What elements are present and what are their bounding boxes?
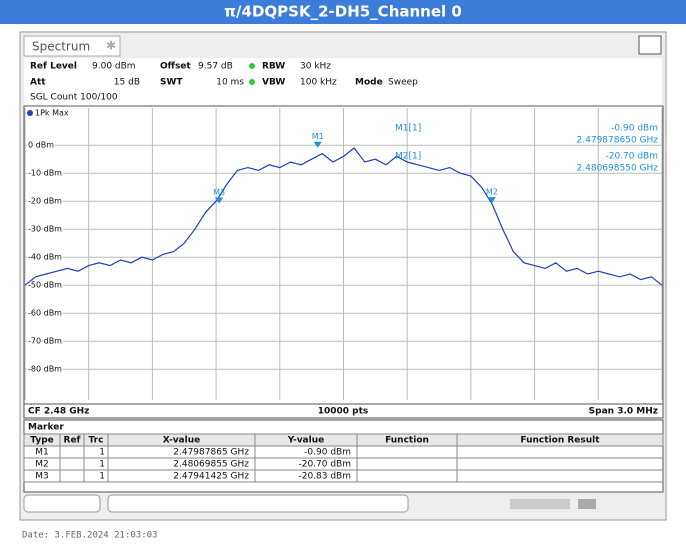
tab-label: Spectrum — [32, 40, 90, 54]
label: Att — [30, 78, 46, 88]
column-header: Type — [30, 436, 53, 446]
readout-label: M2[1] — [395, 152, 421, 162]
value: 10 ms — [216, 78, 244, 88]
readout-value: -20.70 dBm — [605, 152, 658, 162]
marker-table — [23, 419, 664, 493]
value: 9.57 dB — [198, 62, 233, 72]
value: 9.00 dBm — [92, 62, 136, 72]
readout-freq: 2.479878650 GHz — [577, 136, 659, 146]
cell: 2.48069855 GHz — [173, 460, 249, 470]
cell: -0.90 dBm — [304, 448, 351, 458]
y-tick-label: -60 dBm — [28, 309, 62, 318]
column-header: X-value — [163, 436, 200, 446]
cf: CF 2.48 GHz — [28, 407, 89, 417]
cell: 2.47941425 GHz — [173, 472, 249, 482]
trace — [24, 147, 663, 286]
y-tick-label: -40 dBm — [28, 253, 62, 262]
trace-dot — [27, 110, 33, 116]
title-bar — [0, 0, 686, 24]
marker-label: M1 — [312, 132, 324, 141]
y-tick-label: -10 dBm — [28, 169, 62, 178]
cell: M3 — [35, 472, 49, 482]
dot — [249, 79, 255, 85]
marker-label: M3 — [213, 188, 225, 197]
y-tick-label: -20 dBm — [28, 197, 62, 206]
y-tick-label: 0 dBm — [28, 141, 54, 150]
marker — [215, 197, 224, 204]
readout-freq: 2.480698550 GHz — [577, 164, 659, 174]
tab[interactable] — [23, 35, 121, 57]
y-tick-label: -70 dBm — [28, 337, 62, 346]
status-indicator — [510, 499, 570, 509]
label: RBW — [262, 62, 285, 72]
marker-label: M2 — [486, 188, 498, 197]
label: SWT — [160, 78, 183, 88]
settings: Ref Level 9.00 dBm Offset 9.57 dB RBW 30… — [30, 62, 418, 103]
settings-panel — [24, 58, 662, 106]
marker — [313, 141, 322, 148]
label: Mode — [355, 78, 383, 88]
label: Ref Level — [30, 62, 77, 72]
value: 15 dB — [114, 78, 140, 88]
softkey[interactable] — [107, 494, 409, 513]
value: Sweep — [388, 78, 418, 88]
value: 30 kHz — [300, 62, 331, 72]
pin-icon: ✱ — [106, 39, 116, 53]
readout-label: M1[1] — [395, 124, 421, 134]
status-bar — [23, 403, 664, 419]
dot — [249, 63, 255, 69]
cell: M2 — [35, 460, 49, 470]
column-header: Function Result — [520, 436, 600, 446]
points: 10000 pts — [318, 407, 369, 417]
table: Type Ref Trc X-value Y-value Function Function… — [23, 433, 664, 483]
plot: 0 dBm -10 dBm -20 dBm -30 dBm -40 dBm -50 dBm… — [24, 108, 663, 400]
cell: 2.47987865 GHz — [173, 448, 249, 458]
cell: 1 — [99, 472, 105, 482]
sgl-count: SGL Count 100/100 — [30, 93, 118, 103]
column-header: Function — [385, 436, 429, 446]
y-tick-label: -80 dBm — [28, 365, 62, 374]
label: Offset — [160, 62, 191, 72]
y-tick-label: -50 dBm — [28, 281, 62, 290]
cell: 1 — [99, 448, 105, 458]
y-tick-label: -30 dBm — [28, 225, 62, 234]
title: π/4DQPSK_2-DH5_Channel 0 — [224, 3, 462, 21]
cell: -20.83 dBm — [298, 472, 351, 482]
marker — [487, 197, 496, 204]
cell: M1 — [35, 448, 49, 458]
softkey[interactable] — [23, 494, 101, 513]
column-header: Trc — [89, 436, 104, 446]
column-header: Y-value — [287, 436, 324, 446]
column-header: Ref — [64, 436, 81, 446]
icon[interactable] — [638, 35, 662, 55]
readout-value: -0.90 dBm — [611, 124, 658, 134]
trace-label: 1Pk Max — [35, 109, 69, 118]
cell: 1 — [99, 460, 105, 470]
span: Span 3.0 MHz — [589, 407, 658, 417]
status-indicator — [578, 499, 596, 509]
table-title: Marker — [28, 423, 64, 433]
date: Date: 3.FEB.2024 21:03:03 — [22, 531, 157, 541]
value: 100 kHz — [300, 78, 337, 88]
cell: -20.70 dBm — [298, 460, 351, 470]
label: VBW — [262, 78, 285, 88]
